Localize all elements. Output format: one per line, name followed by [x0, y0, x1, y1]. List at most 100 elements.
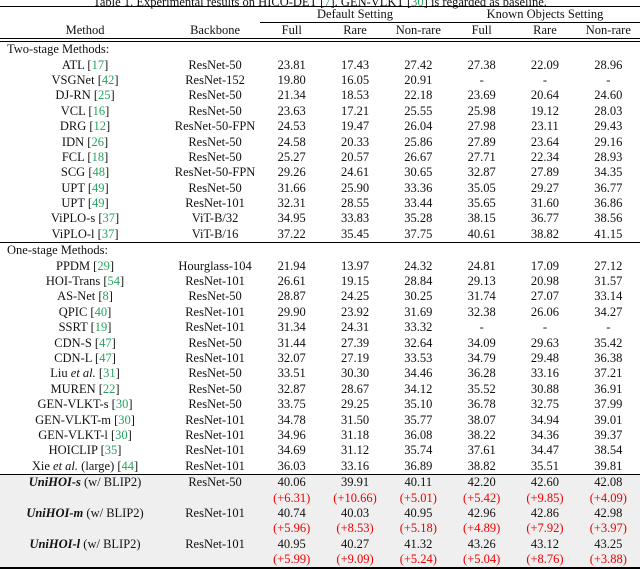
backbone-cell: ResNet-101	[185, 351, 245, 365]
citation-link[interactable]: 12	[93, 119, 107, 134]
value-cell: 28.84	[404, 274, 433, 289]
citation-link[interactable]: 22	[102, 381, 116, 396]
citation-link[interactable]: 37	[102, 211, 116, 226]
delta-cell: (+9.09)	[323, 551, 387, 569]
value-cell: 19.80	[277, 72, 306, 87]
value-cell: 21.34	[277, 88, 306, 103]
col-header-full-default: Full	[260, 22, 324, 42]
value-cell: 28.55	[340, 196, 370, 211]
citation-link[interactable]: 29	[97, 258, 110, 273]
citation-link[interactable]: 47	[99, 351, 112, 365]
value-cell: -	[479, 320, 484, 335]
delta-cell: (+5.04)	[450, 551, 514, 569]
citation-link[interactable]: 8	[102, 289, 109, 304]
citation-link[interactable]: 44	[121, 458, 135, 473]
method-cell: UPT [49]	[61, 180, 109, 195]
value-cell: 24.25	[340, 289, 370, 304]
value-cell: 35.65	[467, 196, 496, 211]
value-cell: 35.10	[404, 397, 433, 412]
value-cell: 23.92	[340, 304, 370, 319]
value-cell: 40.06	[260, 473, 324, 491]
value-cell: 35.77	[404, 412, 433, 427]
table-row: SCG [48] ResNet-50-FPN 29.26 24.61 30.65 32.8…	[0, 165, 640, 180]
backbone-cell: ResNet-50	[188, 381, 242, 396]
citation-link[interactable]: 49	[92, 196, 105, 211]
table-row: SSRT [19] ResNet-101 31.34 24.31 33.32 - - -	[0, 320, 640, 335]
value-cell: 29.25	[340, 397, 370, 412]
value-cell: 36.86	[594, 196, 623, 211]
delta-cell: (+5.99)	[260, 551, 324, 569]
delta-row: (+5.99) (+9.09) (+5.24) (+5.04) (+8.76) (+3.8…	[0, 551, 640, 569]
backbone-cell: ResNet-50-FPN	[174, 165, 256, 180]
value-cell: 30.88	[530, 381, 560, 396]
delta-cell: (+3.97)	[576, 521, 640, 537]
group-header-row: Default Setting Known Objects Setting	[0, 6, 640, 23]
value-cell: 19.47	[340, 119, 370, 134]
value-cell: 20.33	[340, 134, 370, 149]
citation-link[interactable]: 49	[92, 180, 105, 195]
section-header-row: One-stage Methods:	[0, 242, 640, 259]
citation-link[interactable]: 30	[411, 0, 424, 9]
citation-link[interactable]: 40	[94, 304, 108, 319]
citation-link[interactable]: 19	[94, 320, 108, 335]
value-cell: 34.46	[404, 366, 433, 381]
table-row: GEN-VLKT-l [30] ResNet-101 34.96 31.18 36.08…	[0, 428, 640, 443]
value-cell: 28.03	[594, 103, 623, 118]
table-row: ViPLO-s [37] ViT-B/32 34.95 33.83 35.28 38.15…	[0, 211, 640, 226]
value-cell: 29.27	[530, 180, 560, 195]
value-cell: 37.99	[594, 397, 623, 412]
value-cell: 36.38	[594, 351, 623, 365]
empty-cell	[170, 551, 261, 569]
citation-link[interactable]: 30	[118, 412, 131, 427]
citation-link[interactable]: 30	[115, 427, 128, 442]
citation-link[interactable]: 35	[104, 443, 118, 458]
default-setting-header: Default Setting	[260, 6, 450, 23]
citation-link[interactable]: 26	[91, 134, 104, 149]
citation-link[interactable]: 48	[92, 165, 105, 180]
table-caption: Table 1. Experimental results on HICO-DE…	[0, 0, 640, 9]
value-cell: 41.32	[386, 536, 450, 552]
citation-link[interactable]: 31	[103, 366, 116, 381]
value-cell: 36.77	[594, 180, 623, 195]
delta-cell: (+5.24)	[386, 551, 450, 569]
citation-link[interactable]: 30	[115, 397, 129, 412]
value-cell: -	[606, 72, 611, 87]
col-header-full-known: Full	[450, 22, 514, 42]
value-cell: 29.26	[277, 165, 306, 180]
citation-link[interactable]: 47	[99, 335, 112, 350]
citation-link[interactable]: 54	[107, 274, 121, 289]
citation-link[interactable]: 42	[101, 72, 115, 87]
citation-link[interactable]: 16	[92, 103, 106, 118]
value-cell: 32.75	[530, 397, 560, 412]
value-cell: 22.09	[530, 57, 560, 72]
value-cell: 31.60	[530, 196, 560, 211]
value-cell: 35.45	[340, 226, 370, 241]
table-row: AS-Net [8] ResNet-50 28.87 24.25 30.25 31.74 2…	[0, 289, 640, 304]
method-cell: VCL [16]	[60, 103, 110, 118]
empty-cell	[170, 521, 261, 537]
citation-link[interactable]: 17	[91, 57, 105, 72]
empty-cell	[0, 521, 171, 537]
citation-link[interactable]: 37	[101, 226, 115, 241]
table-row: UniHOI-s (w/ BLIP2) ResNet-50 40.06 39.91 40…	[0, 473, 640, 491]
value-cell: 42.60	[513, 473, 577, 491]
value-cell: 36.77	[530, 211, 560, 226]
value-cell: 28.93	[594, 149, 623, 164]
delta-cell: (+6.31)	[260, 490, 324, 506]
section-header-row: Two-stage Methods:	[0, 40, 640, 57]
method-cell: GEN-VLKT-m [30]	[35, 412, 135, 427]
col-header-backbone: Backbone	[170, 22, 261, 42]
value-cell: 42.20	[450, 473, 514, 491]
method-name: UniHOI-s	[28, 475, 81, 490]
value-cell: 40.27	[323, 536, 387, 552]
value-cell: 40.95	[260, 536, 324, 552]
table-row: GEN-VLKT-s [30] ResNet-50 33.75 29.25 35.10 3…	[0, 397, 640, 412]
citation-link[interactable]: 25	[98, 88, 111, 103]
citation-link[interactable]: 18	[91, 149, 105, 164]
section-label: Two-stage Methods:	[7, 42, 110, 57]
value-cell: 24.81	[467, 258, 496, 273]
value-cell: 17.21	[340, 103, 370, 118]
citation-link[interactable]: 7	[324, 0, 331, 9]
backbone-cell: ResNet-101	[170, 505, 261, 522]
delta-cell: (+7.92)	[513, 521, 577, 537]
